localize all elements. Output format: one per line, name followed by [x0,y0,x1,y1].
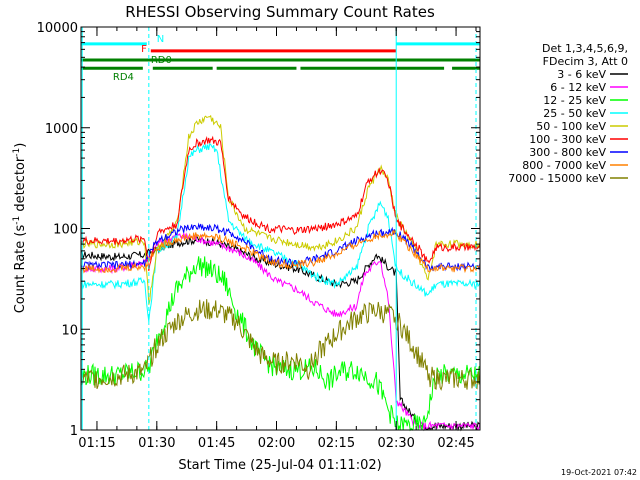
x-axis-label: Start Time (25-Jul-04 01:11:02) [178,458,381,473]
x-tick-label: 01:45 [198,436,235,451]
y-tick-label: 1000 [45,122,78,137]
series-line-800-7000-kev [80,229,481,274]
timestamp: 19-Oct-2021 07:42 [561,468,637,477]
legend-label-800-7000-kev: 800 - 7000 keV [522,159,606,172]
flag-bars: NF RD0 RD4 [81,34,480,83]
flag-label-rd4: RD4 [113,72,134,83]
flag-label-rd0: RD0 [151,55,172,66]
series-layer [80,114,481,432]
y-axis-label: Count Rate (s-1 detector-1) [12,143,28,314]
legend-label-6-12-kev: 6 - 12 keV [550,81,606,94]
flag-label-n: N [157,34,164,45]
series-line-25-50-kev [80,142,481,322]
x-tick-label: 02:00 [258,436,295,451]
y-tick-label: 10000 [37,21,78,36]
flag-label-f: F [141,44,147,55]
legend-label-12-25-kev: 12 - 25 keV [543,94,606,107]
legend: Det 1,3,4,5,6,9, FDecim 3, Att 0 3 - 6 k… [508,42,628,185]
axis-ticks: 01:15 01:30 01:45 02:00 02:15 02:30 02:45 1 10 10… [37,21,480,451]
series-line-3-6-kev [80,234,481,432]
y-tick-label: 10 [61,323,78,338]
y-tick-label: 100 [53,223,78,238]
x-tick-label: 02:45 [437,436,474,451]
series-line-300-800-kev [80,222,481,272]
series-line-7000-15000-kev [80,299,481,391]
legend-label-25-50-kev: 25 - 50 keV [543,107,606,120]
legend-label-300-800-kev: 300 - 800 keV [529,146,606,159]
chart-title: RHESSI Observing Summary Count Rates [125,3,435,21]
legend-label-7000-15000-kev: 7000 - 15000 keV [508,172,606,185]
legend-label-50-100-kev: 50 - 100 keV [536,120,606,133]
series-line-12-25-kev [80,256,481,432]
x-tick-label: 01:30 [138,436,175,451]
x-tick-label: 02:15 [318,436,355,451]
legend-label-3-6-kev: 3 - 6 keV [557,68,606,81]
y-tick-label: 1 [70,424,78,439]
legend-header-line-2: FDecim 3, Att 0 [543,55,628,68]
x-tick-label: 01:15 [78,436,115,451]
legend-header-line-1: Det 1,3,4,5,6,9, [542,42,628,55]
legend-label-100-300-kev: 100 - 300 keV [529,133,606,146]
x-tick-label: 02:30 [377,436,414,451]
